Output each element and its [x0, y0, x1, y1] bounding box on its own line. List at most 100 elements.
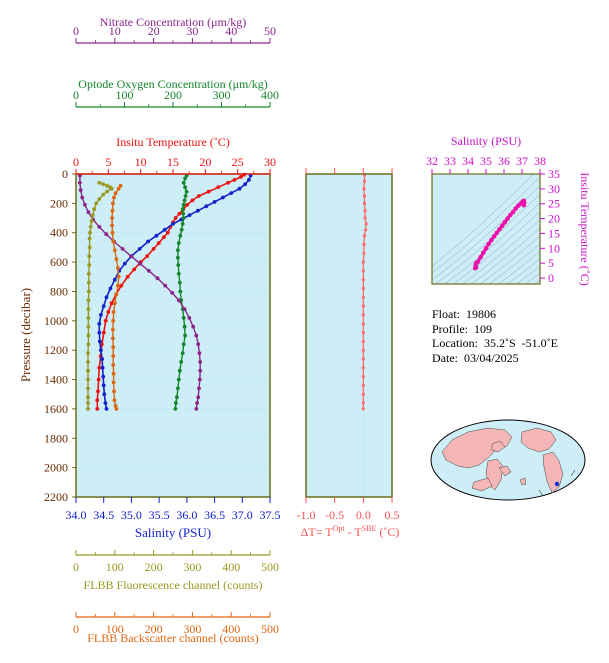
dt-point — [361, 260, 365, 264]
nitrate-point — [198, 360, 203, 364]
temperature-point — [156, 241, 161, 245]
salinity-point — [187, 213, 192, 218]
salinity-point — [247, 178, 251, 182]
oxygen-tick-label: 200 — [164, 88, 182, 102]
backscatter-point — [112, 389, 116, 394]
oxygen-point — [176, 386, 180, 391]
backscatter-tick-label: 500 — [261, 622, 279, 636]
nitrate-point — [197, 377, 202, 382]
dt-point — [361, 375, 365, 379]
salinity-point — [101, 383, 106, 388]
float-location-marker — [554, 481, 560, 487]
temperature-point — [145, 254, 150, 259]
ts-plot-area — [432, 174, 540, 284]
pressure-tick-label: 600 — [50, 255, 68, 269]
nitrate-tick-label: 30 — [186, 24, 198, 38]
salinity-point — [108, 286, 113, 291]
oxygen-point — [179, 360, 184, 364]
dt-tick-label: 0.5 — [385, 508, 400, 522]
ts-temperature-tick-label: 15 — [548, 226, 560, 240]
temperature-point — [95, 398, 100, 402]
ts-point — [499, 223, 505, 228]
salinity-point — [102, 392, 107, 397]
nitrate-tick-label: 0 — [73, 24, 79, 38]
isopycnal-line — [432, 185, 540, 281]
dt-point — [361, 304, 365, 308]
salinity-point — [122, 261, 127, 266]
fluorescence-point — [86, 333, 91, 338]
fluorescence-point — [87, 254, 92, 259]
fluorescence-point — [88, 230, 92, 235]
temperature-point — [101, 330, 106, 335]
fluorescence-tick-label: 300 — [183, 560, 201, 574]
nitrate-point — [170, 291, 175, 295]
oxygen-point — [184, 189, 189, 194]
dt-point — [362, 194, 367, 198]
salinity-point — [212, 200, 217, 204]
backscatter-point — [110, 216, 114, 220]
nitrate-point — [197, 351, 202, 355]
oxygen-axis-label: Optode Oxygen Concentration (μm/kg) — [78, 77, 267, 91]
fluorescence-axis-label: FLBB Fluorescence channel (counts) — [84, 578, 263, 592]
temperature-tick-label: 25 — [232, 155, 244, 169]
dt-point — [361, 322, 365, 326]
temperature-point — [106, 310, 111, 314]
dt-plot-area — [306, 174, 392, 497]
oxygen-point — [181, 180, 186, 185]
oxygen-tick-label: 400 — [261, 88, 279, 102]
ts-temperature-tick-label: 35 — [548, 167, 560, 181]
dt-point — [361, 392, 365, 396]
nitrate-point — [197, 386, 201, 391]
ts-salinity-tick-label: 36 — [498, 154, 510, 168]
salinity-point — [99, 348, 103, 353]
fluorescence-tick-label: 100 — [106, 560, 124, 574]
dt-point — [361, 366, 365, 370]
nitrate-point — [163, 283, 168, 288]
oxygen-point — [178, 233, 183, 238]
fluorescence-point — [86, 342, 91, 347]
nitrate-point — [196, 342, 201, 347]
nitrate-point — [120, 247, 125, 251]
nitrate-point — [86, 210, 91, 215]
ts-temperature-tick-label: 5 — [548, 256, 554, 270]
dt-axis-label: ΔT= TOpt - TSBE (˚C) — [301, 524, 400, 539]
nitrate-point — [198, 368, 203, 373]
ts-point — [502, 219, 508, 225]
salinity-tick-label: 37.0 — [232, 508, 253, 522]
dt-point — [362, 179, 367, 183]
dt-point — [361, 339, 365, 343]
backscatter-point — [111, 380, 116, 385]
nitrate-tick-label: 40 — [225, 24, 237, 38]
temperature-point — [132, 267, 137, 272]
oxygen-point — [181, 316, 186, 320]
fluorescence-point — [86, 289, 91, 294]
ts-temperature-tick-label: 30 — [548, 182, 560, 196]
fluorescence-point — [86, 298, 91, 303]
main-profile-panel: 0 200 400 600 800 1000 1200 1400 1600 1800 2000 220… — [18, 167, 271, 504]
dt-tick-label: 0.0 — [356, 508, 371, 522]
ts-point — [491, 234, 497, 239]
fluorescence-tick-label: 500 — [261, 560, 279, 574]
oxygen-point — [181, 211, 186, 216]
salinity-point — [100, 357, 104, 361]
nitrate-axis-label: Nitrate Concentration (μm/kg) — [100, 15, 246, 29]
salinity-axis-label: Salinity (PSU) — [135, 525, 211, 540]
nitrate-tick-label: 20 — [148, 24, 160, 38]
fluorescence-point — [89, 219, 94, 223]
salinity-tick-label: 34.5 — [93, 508, 114, 522]
oxygen-point — [183, 194, 188, 198]
salinity-tick-label: 36.5 — [204, 508, 225, 522]
backscatter-point — [111, 201, 115, 206]
fluorescence-point — [101, 192, 106, 197]
ts-salinity-tick-label: 37 — [516, 154, 528, 168]
ts-point — [489, 237, 494, 243]
ts-temperature-tick-label: 0 — [548, 271, 554, 285]
oxygen-point — [181, 342, 186, 347]
fluorescence-tick-label: 0 — [73, 560, 79, 574]
salinity-point — [221, 195, 225, 200]
nitrate-point — [195, 401, 200, 405]
salinity-point — [97, 321, 102, 326]
oxygen-point — [175, 395, 179, 400]
backscatter-point — [111, 336, 115, 341]
oxygen-point — [181, 216, 186, 220]
